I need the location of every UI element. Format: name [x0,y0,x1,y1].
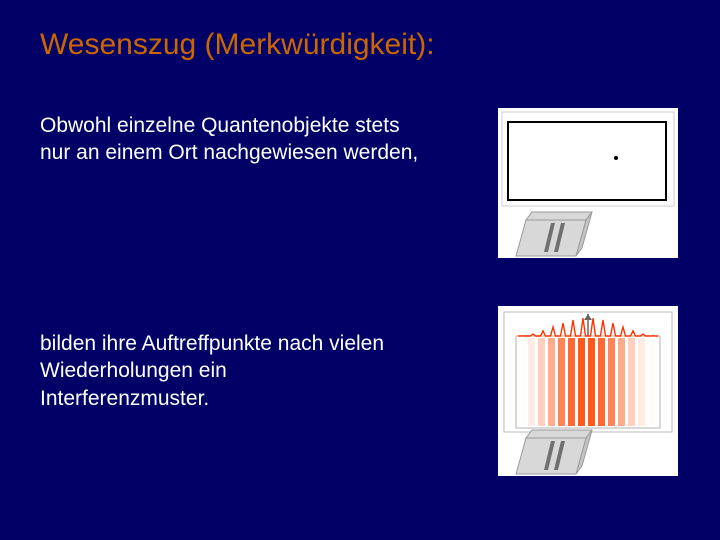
figure-single-detection-svg [498,108,678,258]
slide-title: Wesenszug (Merkwürdigkeit): [40,28,435,62]
figure-interference-pattern-svg [498,306,678,476]
paragraph-2: bilden ihre Auftreffpunkte nach vielen W… [40,330,400,412]
figure-single-detection [498,108,678,258]
paragraph-1: Obwohl einzelne Quantenobjekte stets nur… [40,112,420,167]
slide: Wesenszug (Merkwürdigkeit): Obwohl einze… [0,0,720,540]
figure-interference-pattern [498,306,678,476]
